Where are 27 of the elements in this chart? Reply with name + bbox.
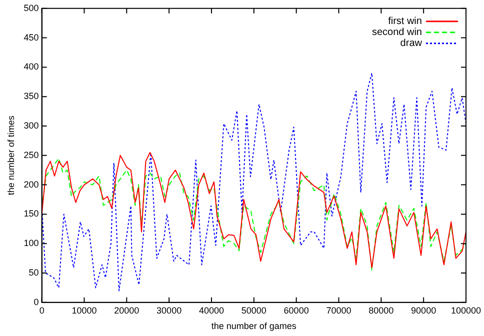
x-tick-label: 80000 [368, 305, 394, 316]
x-tick-label: 20000 [114, 305, 140, 316]
y-axis-title: the number of times [6, 115, 16, 196]
y-tick-label: 50 [28, 267, 39, 278]
y-tick-label: 450 [24, 32, 39, 42]
y-tick-label: 200 [24, 179, 39, 190]
legend-label: draw [400, 38, 423, 50]
x-tick-label: 60000 [284, 305, 309, 316]
y-tick-label: 350 [24, 91, 39, 102]
x-tick-label: 90000 [411, 305, 436, 316]
x-tick-label: 40000 [198, 305, 224, 316]
x-axis-title: the number of games [211, 321, 297, 332]
y-tick-label: 0 [34, 296, 39, 307]
x-tick-label: 100000 [450, 305, 482, 316]
x-tick-label: 70000 [326, 305, 352, 316]
y-tick-label: 100 [24, 238, 39, 248]
legend-label: first win [388, 16, 422, 28]
legend-label: second win [372, 27, 422, 38]
line-series [42, 72, 466, 292]
x-tick-label: 10000 [72, 305, 97, 316]
x-tick-label: 50000 [241, 305, 266, 316]
x-tick-label: 30000 [156, 305, 182, 316]
y-tick-label: 500 [24, 2, 39, 13]
y-tick-label: 300 [24, 120, 39, 130]
y-tick-label: 150 [24, 208, 39, 219]
y-tick-label: 400 [24, 62, 39, 72]
y-tick-label: 250 [24, 150, 39, 160]
